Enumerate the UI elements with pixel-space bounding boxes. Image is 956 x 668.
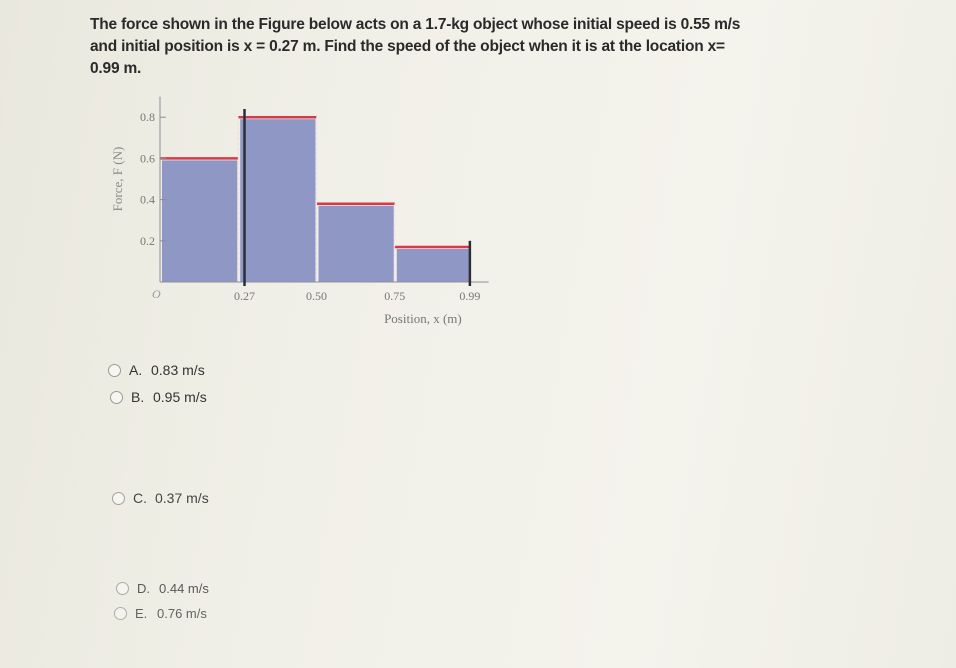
x-tick-label: 0.75: [384, 289, 405, 303]
option-text: 0.44 m/s: [159, 581, 209, 596]
option-a[interactable]: A. 0.83 m/s: [108, 362, 205, 378]
force-position-chart: 0.2 0.4 0.6 0.8 0.27 0.50 0.75 0.99 O Position, x…: [110, 96, 489, 326]
option-b[interactable]: B. 0.95 m/s: [110, 389, 207, 405]
option-letter: A.: [129, 362, 143, 378]
option-text: 0.83 m/s: [151, 362, 205, 378]
option-text: 0.95 m/s: [153, 389, 207, 405]
option-text: 0.76 m/s: [157, 606, 207, 621]
y-axis-label: Force, F (N): [110, 147, 125, 212]
radio-icon[interactable]: [114, 607, 127, 620]
option-e[interactable]: E. 0.76 m/s: [114, 606, 207, 621]
y-tick-label: 0.6: [140, 151, 155, 165]
option-letter: D.: [137, 581, 150, 596]
x-tick-label: 0.99: [459, 289, 480, 303]
question-text: The force shown in the Figure below acts…: [90, 16, 741, 77]
option-d[interactable]: D. 0.44 m/s: [116, 581, 209, 596]
x-tick-label: 0.27: [234, 289, 255, 303]
bar: [162, 160, 238, 282]
option-letter: C.: [133, 490, 147, 506]
origin-label: O: [152, 287, 161, 301]
radio-icon[interactable]: [108, 363, 121, 377]
bar: [318, 205, 394, 282]
x-tick-label: 0.50: [306, 289, 327, 303]
radio-icon[interactable]: [116, 582, 129, 595]
option-text: 0.37 m/s: [155, 490, 209, 506]
radio-icon[interactable]: [112, 491, 125, 505]
option-letter: B.: [131, 389, 145, 405]
option-letter: E.: [135, 606, 148, 621]
y-tick-label: 0.8: [140, 110, 155, 124]
radio-icon[interactable]: [110, 390, 123, 404]
y-tick-label: 0.2: [140, 234, 155, 248]
bar: [396, 248, 469, 282]
option-c[interactable]: C. 0.37 m/s: [112, 490, 209, 506]
bar: [240, 119, 316, 282]
x-axis-label: Position, x (m): [384, 311, 462, 326]
y-tick-label: 0.4: [140, 193, 155, 207]
